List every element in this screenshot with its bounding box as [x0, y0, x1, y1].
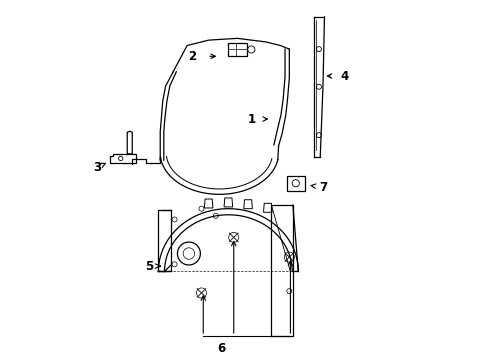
Text: 6: 6 — [217, 342, 225, 355]
Text: 5: 5 — [145, 260, 153, 273]
Text: 7: 7 — [319, 181, 327, 194]
Text: 4: 4 — [340, 69, 348, 82]
Text: 2: 2 — [188, 50, 196, 63]
Text: 3: 3 — [93, 161, 102, 174]
Text: 1: 1 — [247, 113, 255, 126]
